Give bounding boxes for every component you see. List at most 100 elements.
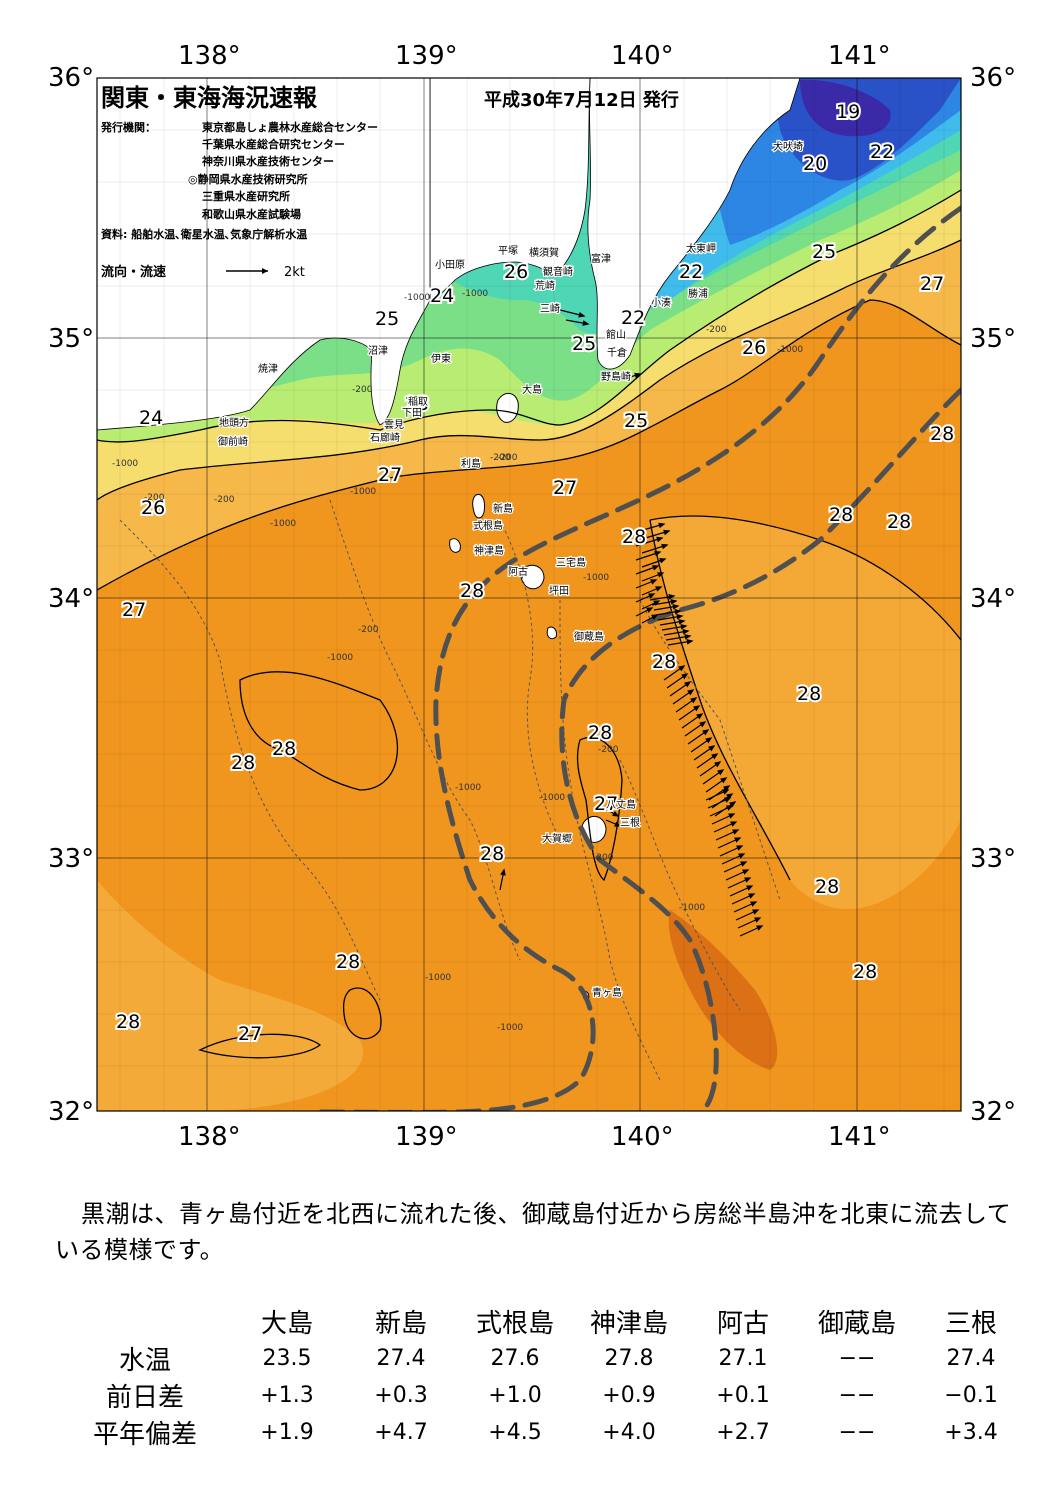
depth-label: -1000	[679, 903, 705, 913]
place-label: 太東岬	[686, 242, 716, 255]
table-cell: +2.7	[716, 1420, 770, 1445]
current-vector-head	[748, 893, 756, 899]
current-vector-head	[678, 665, 686, 672]
land-shizuoka	[97, 78, 431, 431]
current-legend-scale: 2kt	[284, 265, 305, 280]
place-label: 八丈島	[606, 798, 636, 811]
depth-label: -200	[490, 453, 511, 463]
depth-label: -1000	[327, 653, 353, 663]
isotherm-label: 24	[139, 407, 163, 429]
kuroshio-description: 黒潮は、青ヶ島付近を北西に流れた後、御蔵島付近から房総半島沖を北東に流去している…	[55, 1200, 1012, 1264]
current-vector-head	[754, 917, 762, 923]
isotherm-label: 28	[588, 722, 612, 744]
isotherm-label: 27	[238, 1023, 262, 1045]
lat-label-right-36: 36°	[970, 63, 1016, 93]
current-vector-head	[756, 925, 764, 931]
current-vector-head	[705, 737, 713, 744]
table-cell: 27.1	[718, 1346, 768, 1371]
issuer-5: 三重県水産研究所	[202, 189, 290, 203]
column-header: 式根島	[475, 1308, 554, 1339]
column-header: 三根	[944, 1308, 997, 1339]
table-cell: +4.7	[374, 1420, 428, 1445]
table-cell: −−	[838, 1420, 876, 1445]
land-oshima	[496, 393, 519, 423]
column-header: 御蔵島	[817, 1308, 896, 1339]
lat-label-right-34: 34°	[970, 584, 1016, 614]
current-vector-head	[652, 565, 660, 571]
lat-label-right-32: 32°	[970, 1097, 1016, 1127]
table-cell: +4.5	[488, 1420, 542, 1445]
depth-label: -200	[593, 853, 614, 863]
depth-labels: -1000 -200 -200 -1000 -200 -1000 -200 -2…	[112, 289, 803, 1033]
lat-label-right-33: 33°	[970, 844, 1016, 874]
place-label: 石廊崎	[370, 431, 400, 444]
place-label: 雲見	[384, 419, 404, 431]
lat-label-left-36: 36°	[48, 63, 94, 93]
current-vector-head	[668, 594, 676, 600]
place-label: 大賀郷	[542, 832, 572, 845]
map-title: 関東・東海海況速報	[101, 84, 318, 112]
map-svg: 関東・東海海況速報 平成30年7月12日 発行 発行機関： 東京都島しょ農林水産…	[48, 41, 1016, 1152]
isotherm-label: 24	[430, 285, 454, 307]
place-label: 式根島	[473, 519, 503, 532]
isotherm-label: 25	[572, 333, 596, 355]
current-vector-head	[723, 785, 731, 792]
current-vector-head	[650, 579, 658, 585]
current-vector-head	[714, 761, 722, 768]
isotherm-label: 28	[797, 683, 821, 705]
isotherm-label: 28	[887, 511, 911, 533]
depth-label: -1000	[539, 793, 565, 803]
isotherm-label: 28	[853, 961, 877, 983]
current-vector-head	[750, 901, 758, 907]
depth-label: -200	[214, 495, 235, 505]
place-label: 館山	[606, 328, 626, 341]
lat-label-left-32: 32°	[48, 1097, 94, 1127]
current-vector-head	[740, 861, 748, 867]
place-label: 大島	[522, 383, 542, 396]
place-label: 横須賀	[529, 246, 559, 259]
depth-label: -1000	[425, 973, 451, 983]
land-mikurajima	[546, 626, 557, 640]
current-vector-head	[634, 372, 642, 379]
lon-label-top-139: 139°	[395, 41, 458, 71]
table-cell: +1.0	[488, 1383, 542, 1408]
column-header: 神津島	[589, 1308, 668, 1339]
table-cell: 27.4	[376, 1346, 426, 1371]
temperature-field	[97, 78, 961, 1111]
column-header: 新島	[374, 1308, 427, 1339]
land-kanagawa	[429, 78, 591, 301]
isotherm-label: 27	[378, 464, 402, 486]
issuer-3: 神奈川県水産技術センター	[202, 154, 334, 168]
current-vector-head	[661, 543, 669, 550]
current-vector-head	[708, 745, 716, 752]
current-vector-head	[717, 769, 725, 776]
place-label: 阿古	[508, 565, 528, 578]
depth-label: -1000	[404, 293, 430, 303]
table-corner	[60, 1302, 230, 1340]
depth-label: -1000	[112, 459, 138, 469]
depth-label: -200	[497, 453, 518, 463]
place-label: 神津島	[474, 544, 504, 557]
isotherm-label: 27	[920, 273, 944, 295]
current-legend-label: 流向・流速	[101, 264, 166, 280]
table-cell: +4.0	[602, 1420, 656, 1445]
depth-label: -200	[706, 325, 727, 335]
current-vector-head	[724, 797, 732, 803]
current-vector-head	[651, 614, 659, 620]
isotherm-label: 20	[803, 153, 827, 175]
place-label: 稲取	[408, 396, 428, 408]
current-vector-head	[612, 810, 620, 817]
current-vector-head	[752, 909, 760, 915]
current-vector-head	[732, 829, 740, 835]
lat-lon-grid	[97, 78, 961, 1111]
row-label: 平年偏差	[92, 1420, 197, 1450]
isotherm-label: 27	[122, 599, 146, 621]
column-header: 阿古	[716, 1308, 769, 1339]
place-names: 犬吠埼 太東岬 勝浦 小湊 富津 横須賀 観音崎 平塚 小田原 荒崎 三崎 館山…	[217, 139, 805, 1001]
place-label: 勝浦	[688, 287, 708, 300]
current-vector-head	[711, 753, 719, 760]
current-vector-head	[684, 634, 692, 640]
current-vector-head	[646, 607, 654, 613]
current-vector-head	[676, 614, 684, 620]
isotherm-label: 28	[460, 580, 484, 602]
